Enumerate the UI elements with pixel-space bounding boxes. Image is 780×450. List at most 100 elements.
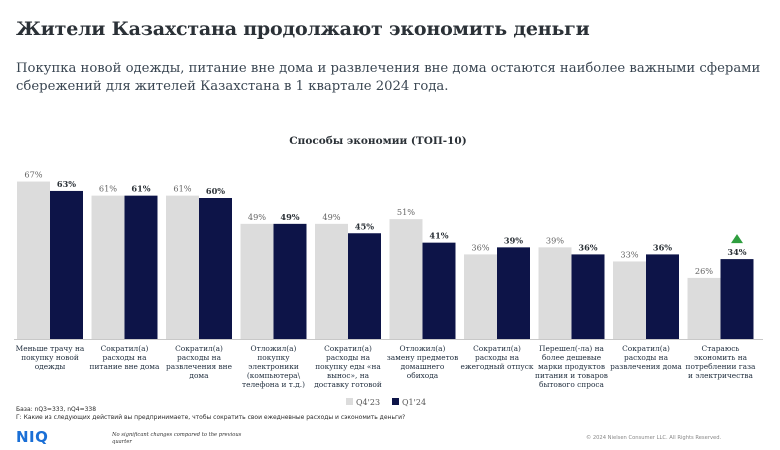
category-label-line: расходы на bbox=[326, 353, 371, 362]
category-label-line: и электричества bbox=[688, 371, 753, 380]
niq-logo: NIQ bbox=[16, 428, 49, 446]
category-label-2: Сократил(а) расходы на развлечения вне дома bbox=[166, 344, 232, 380]
data-label-q1-24-5: 41% bbox=[429, 231, 448, 241]
page-title: Жители Казахстана продолжают экономить д… bbox=[16, 18, 590, 40]
category-label-line: покупку еды «на bbox=[315, 362, 381, 371]
category-label-7: Перешел(-ла) на более дешевые марки продук… bbox=[535, 344, 608, 389]
no-change-note: No significant changes compared to the p… bbox=[112, 432, 242, 445]
category-label-line: бытового спроса bbox=[539, 380, 605, 389]
chart-title: Способы экономии (ТОП-10) bbox=[289, 135, 466, 147]
bar-q4-23-0 bbox=[17, 181, 50, 339]
bar-q4-23-2 bbox=[166, 195, 199, 339]
data-label-q4-23-6: 36% bbox=[471, 242, 489, 252]
base-note: База: nQ3=333, nQ4=338 bbox=[16, 406, 97, 413]
bar-q4-23-6 bbox=[464, 254, 497, 339]
question-note: Г: Какие из следующих действий вы предпр… bbox=[16, 414, 406, 421]
category-label-line: развлечения вне bbox=[166, 362, 232, 371]
legend-label-0: Q4'23 bbox=[356, 398, 380, 407]
data-label-q1-24-3: 49% bbox=[280, 212, 299, 222]
category-label-line: расходы на bbox=[475, 353, 520, 362]
data-label-q4-23-8: 33% bbox=[620, 249, 638, 259]
bar-q1-24-2 bbox=[199, 198, 232, 339]
category-label-line: Отложил(а) bbox=[400, 344, 446, 353]
bar-q1-24-6 bbox=[497, 247, 530, 339]
data-label-q4-23-7: 39% bbox=[546, 235, 564, 245]
category-label-line: расходы на bbox=[177, 353, 222, 362]
category-label-line: замену предметов bbox=[387, 353, 459, 362]
data-label-q1-24-8: 36% bbox=[653, 242, 672, 252]
bar-q1-24-5 bbox=[422, 242, 456, 339]
category-label-1: Сократил(а) расходы на питание вне дома bbox=[90, 344, 160, 371]
bar-q4-23-1 bbox=[91, 195, 125, 339]
legend-label-1: Q1'24 bbox=[402, 398, 426, 407]
data-label-q4-23-2: 61% bbox=[173, 184, 191, 194]
bar-q1-24-7 bbox=[571, 254, 605, 339]
savings-bar-chart: Способы экономии (ТОП-10) 67% 63% Меньше тр… bbox=[14, 135, 763, 407]
data-label-q4-23-1: 61% bbox=[99, 184, 117, 194]
legend-swatch-0 bbox=[346, 398, 353, 405]
data-label-q1-24-9: 34% bbox=[727, 247, 746, 257]
category-label-line: домашнего bbox=[401, 362, 445, 371]
bar-q4-23-5 bbox=[389, 219, 423, 339]
category-label-9: Стараюсь экономить на потреблении газа и эл… bbox=[686, 344, 757, 380]
bar-q1-24-3 bbox=[273, 223, 307, 339]
category-label-line: Сократил(а) bbox=[324, 344, 372, 353]
bar-q1-24-8 bbox=[646, 254, 679, 339]
data-label-q4-23-3: 49% bbox=[248, 212, 266, 222]
category-label-line: Сократил(а) bbox=[101, 344, 149, 353]
category-label-line: питания и товаров bbox=[535, 371, 608, 380]
category-label-line: одежды bbox=[35, 362, 66, 371]
bar-q4-23-7 bbox=[538, 247, 572, 339]
data-label-q1-24-2: 60% bbox=[206, 186, 225, 196]
bar-q4-23-9 bbox=[687, 277, 721, 339]
legend-swatch-1 bbox=[392, 398, 399, 405]
bar-q4-23-3 bbox=[240, 223, 274, 339]
category-label-line: марки продуктов bbox=[538, 362, 605, 371]
category-label-line: доставку готовой bbox=[314, 380, 382, 389]
bar-q4-23-8 bbox=[613, 261, 646, 339]
category-label-line: дома bbox=[189, 371, 209, 380]
category-label-line: питание вне дома bbox=[90, 362, 160, 371]
category-label-line: Сократил(а) bbox=[473, 344, 521, 353]
bar-q1-24-0 bbox=[50, 190, 83, 339]
bar-q1-24-1 bbox=[124, 195, 158, 339]
category-label-line: экономить на bbox=[694, 353, 748, 362]
bar-q4-23-4 bbox=[315, 223, 348, 339]
data-label-q4-23-9: 26% bbox=[695, 266, 713, 276]
category-label-line: развлечения дома bbox=[610, 362, 682, 371]
category-label-line: Меньше трачу на bbox=[16, 344, 85, 353]
category-label-3: Отложил(а) покупку электроники (компьютера\… bbox=[242, 344, 305, 389]
category-label-line: Отложил(а) bbox=[251, 344, 297, 353]
category-label-line: расходы на bbox=[624, 353, 669, 362]
data-label-q1-24-1: 61% bbox=[131, 184, 150, 194]
category-label-line: (компьютера\ bbox=[247, 371, 301, 380]
category-label-4: Сократил(а) расходы на покупку еды «на выно… bbox=[314, 344, 382, 389]
category-label-line: Перешел(-ла) на bbox=[539, 344, 605, 353]
data-label-q1-24-0: 63% bbox=[57, 179, 76, 189]
data-label-q4-23-4: 49% bbox=[322, 212, 340, 222]
category-label-line: покупку bbox=[257, 353, 290, 362]
category-label-line: электроники bbox=[248, 362, 299, 371]
category-label-line: Стараюсь bbox=[702, 344, 740, 353]
category-label-line: вынос», на bbox=[327, 371, 370, 380]
category-label-line: телефона и т.д.) bbox=[242, 380, 305, 389]
significant-increase-icon bbox=[731, 234, 743, 244]
category-label-line: покупку новой bbox=[21, 353, 79, 362]
category-label-line: ежегодный отпуск bbox=[460, 362, 533, 371]
category-label-line: расходы на bbox=[102, 353, 147, 362]
category-label-line: обихода bbox=[407, 371, 439, 380]
data-label-q1-24-4: 45% bbox=[355, 221, 374, 231]
category-label-8: Сократил(а) расходы на развлечения дома bbox=[610, 344, 682, 371]
category-label-line: потреблении газа bbox=[686, 362, 757, 371]
copyright-text: © 2024 Nielsen Consumer LLC. All Rights … bbox=[586, 435, 722, 441]
bar-q1-24-4 bbox=[348, 233, 381, 339]
data-label-q1-24-7: 36% bbox=[578, 242, 597, 252]
category-label-line: более дешевые bbox=[542, 353, 601, 362]
category-label-line: Сократил(а) bbox=[175, 344, 223, 353]
category-label-0: Меньше трачу на покупку новой одежды bbox=[16, 344, 85, 371]
data-label-q4-23-5: 51% bbox=[397, 207, 415, 217]
page-subtitle: Покупка новой одежды, питание вне дома и… bbox=[16, 61, 761, 94]
data-label-q1-24-6: 39% bbox=[504, 235, 523, 245]
category-label-line: Сократил(а) bbox=[622, 344, 670, 353]
data-label-q4-23-0: 67% bbox=[24, 170, 42, 180]
